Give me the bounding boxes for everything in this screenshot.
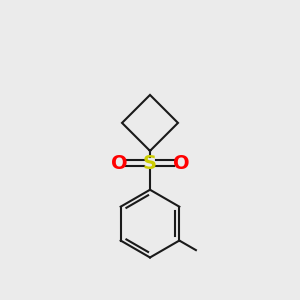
Text: O: O	[172, 154, 189, 173]
Text: O: O	[111, 154, 128, 173]
Text: S: S	[143, 154, 157, 173]
